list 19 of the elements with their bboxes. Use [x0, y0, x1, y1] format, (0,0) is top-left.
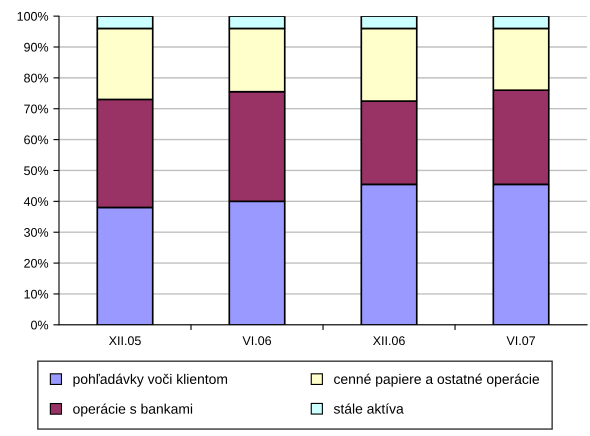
legend-label: cenné papiere a ostatné operácie	[334, 374, 540, 387]
y-tick-label: 60%	[24, 135, 48, 144]
legend-label: operácie s bankami	[73, 403, 192, 417]
x-tick-label: VI.06	[242, 336, 272, 346]
y-tick-label: 10%	[24, 290, 48, 299]
y-tick-label: 100%	[18, 12, 48, 21]
y-tick-label: 90%	[24, 42, 48, 52]
x-tick-label: XII.06	[372, 336, 405, 346]
y-tick-label: 80%	[24, 74, 48, 83]
x-tick-label: XII.05	[108, 336, 141, 346]
y-tick-label: 50%	[24, 166, 48, 176]
y-tick-label: 0%	[31, 320, 48, 330]
legend-label: stále aktíva	[334, 403, 404, 414]
y-tick-label: 30%	[24, 228, 48, 237]
y-tick-label: 70%	[24, 104, 48, 114]
legend-label: pohľadávky voči klientom	[73, 374, 228, 387]
x-tick-label: VI.07	[506, 336, 536, 346]
y-tick-label: 20%	[24, 258, 48, 268]
y-tick-label: 40%	[24, 197, 48, 206]
